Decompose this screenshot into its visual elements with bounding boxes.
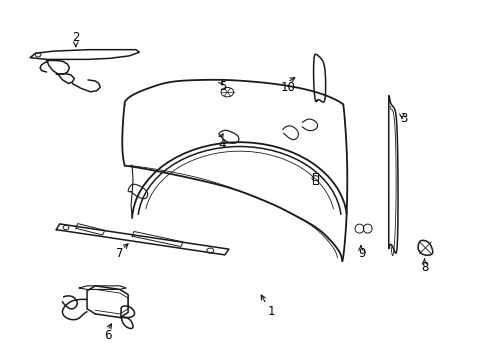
Text: 9: 9 — [357, 247, 365, 260]
Text: 5: 5 — [218, 80, 226, 93]
Text: 1: 1 — [267, 305, 275, 318]
Text: 10: 10 — [281, 81, 295, 94]
Text: 4: 4 — [218, 138, 226, 150]
Text: 6: 6 — [103, 329, 111, 342]
Text: 7: 7 — [116, 247, 123, 260]
Text: 8: 8 — [421, 261, 428, 274]
Text: 2: 2 — [72, 31, 80, 44]
Text: 3: 3 — [399, 112, 407, 125]
